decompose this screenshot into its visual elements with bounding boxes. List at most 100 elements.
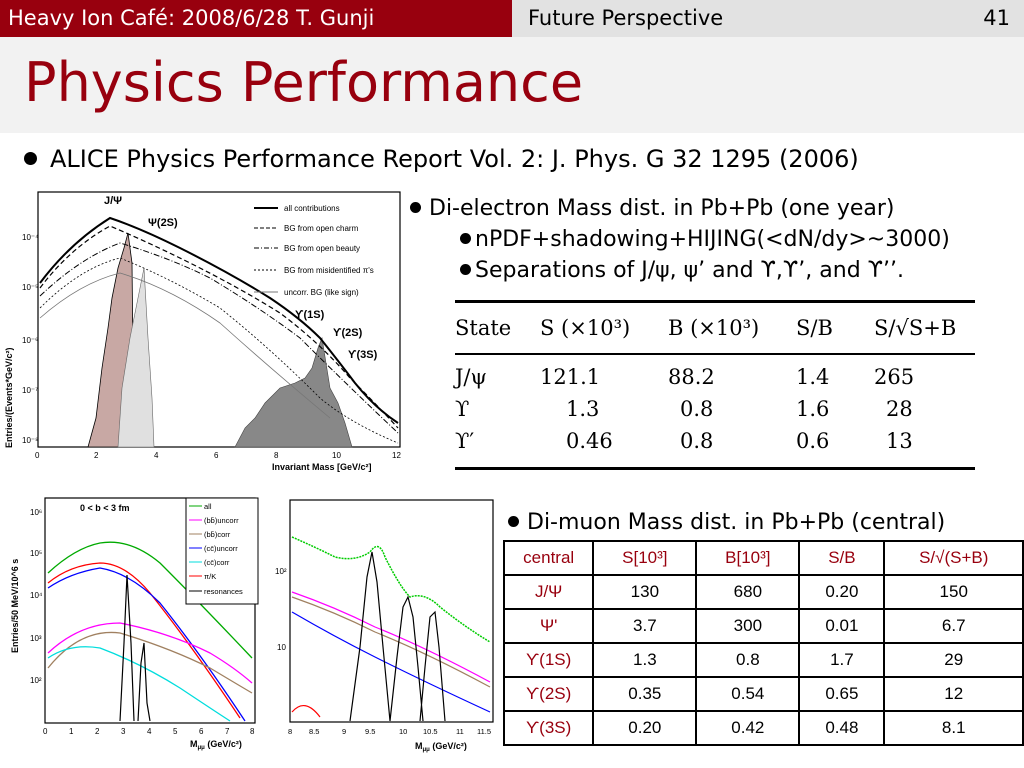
xtick: 6 — [199, 727, 204, 736]
bullet-dot-icon — [460, 232, 471, 244]
header-cell: B[10³] — [695, 540, 801, 576]
xtick: 12 — [392, 451, 401, 460]
table-cell: 0.20 — [798, 574, 886, 610]
ytick: 10² — [30, 676, 42, 685]
table-header-row: central S[10³] B[10³] S/B S/√(S+B) — [502, 540, 1024, 576]
bullet-dot-icon — [460, 263, 471, 275]
xtick: 8 — [250, 727, 255, 736]
table-header-row: State S (×10³) B (×10³) S/B S/√S+B — [455, 303, 975, 353]
table-cell: 121.1 — [540, 365, 601, 389]
impact-parameter-label: 0 < b < 3 fm — [80, 503, 130, 513]
dimuon-mass-svg: 0 < b < 3 fm all (bb̄)uncorr (bb̄)corr (… — [10, 497, 259, 751]
dimuon-upsilon-svg: 10² 10 8 8.5 9 9.5 10 10.5 11 11.5 Mμμ (… — [275, 499, 494, 753]
table-cell: ϒ — [455, 397, 470, 421]
xtick: 9 — [342, 727, 346, 736]
legend-all-contrib: all contributions — [284, 204, 340, 213]
table-cell: 0.8 — [695, 642, 801, 678]
xtick: 7 — [225, 727, 230, 736]
header-talk-info: Heavy Ion Café: 2008/6/28 T. Gunji — [0, 0, 512, 37]
ups2s-label: ϒ(2S) — [333, 327, 363, 339]
header-cell: State — [455, 316, 512, 340]
table-cell: 0.8 — [680, 429, 714, 453]
legend-open-charm: BG from open charm — [284, 224, 359, 233]
header-cell: central — [502, 540, 595, 576]
xtick: 10.5 — [423, 727, 438, 736]
ytick: 10⁻⁵ — [22, 283, 38, 292]
psi2s-label: Ψ(2S) — [148, 217, 178, 229]
table-cell: 0.48 — [798, 710, 886, 746]
table-top-rule — [455, 300, 975, 303]
table-cell: 1.3 — [566, 397, 600, 421]
table-cell: 1.4 — [796, 365, 830, 389]
legend-bb-uncorr: (bb̄)uncorr — [204, 516, 239, 525]
bullet-dot-icon — [410, 201, 421, 213]
legend-pi-k: π/K — [204, 572, 216, 581]
bullet-sub-npdf: nPDF+shadowing+HIJING(<dN/dy>~3000) — [460, 227, 950, 252]
table-cell: 265 — [874, 365, 915, 389]
table-cell: 0.6 — [796, 429, 830, 453]
bullet-dielectron: Di-electron Mass dist. in Pb+Pb (one yea… — [410, 196, 895, 221]
xtick: 10 — [399, 727, 407, 736]
ytick: 10⁻⁴ — [22, 233, 39, 242]
ytick: 10³ — [30, 634, 42, 643]
table-row: ϒ(1S) 1.3 0.8 1.7 29 — [502, 642, 1024, 678]
legend-misid: BG from misidentified π's — [284, 266, 374, 275]
table-cell: 0.01 — [798, 608, 886, 644]
header-cell: B (×10³) — [668, 316, 760, 340]
table-cell: 150 — [883, 574, 1024, 610]
ytick: 10⁵ — [30, 549, 42, 558]
table-cell: 1.7 — [798, 642, 886, 678]
header-section-bar: Future Perspective 41 — [512, 0, 1024, 37]
table-cell: 13 — [886, 429, 913, 453]
table-row: ϒ′ 0.46 0.8 0.6 13 — [455, 425, 975, 457]
table-cell: 0.8 — [680, 397, 714, 421]
table-cell: 0.46 — [566, 429, 613, 453]
bullet-sub-separations-text: Separations of J/ψ, ψ’ and ϒ,ϒ’, and ϒ’’… — [475, 258, 904, 283]
table-row: ϒ(3S) 0.20 0.42 0.48 8.1 — [502, 710, 1024, 746]
xtick: 9.5 — [365, 727, 375, 736]
table-row: ϒ 1.3 0.8 1.6 28 — [455, 393, 975, 425]
ytick: 10 — [277, 643, 286, 652]
xtick: 11.5 — [477, 727, 491, 736]
title-band — [0, 37, 1024, 133]
ytick: 10⁴ — [30, 591, 43, 600]
bullet-dimuon: Di-muon Mass dist. in Pb+Pb (central) — [508, 510, 945, 535]
legend-uncorr: uncorr. BG (like sign) — [284, 288, 359, 297]
dimuon-upsilon-plot: 10² 10 8 8.5 9 9.5 10 10.5 11 11.5 Mμμ (… — [275, 497, 500, 755]
bullet-main: ALICE Physics Performance Report Vol. 2:… — [24, 145, 859, 173]
xtick: 4 — [154, 451, 159, 460]
legend-cc-corr: (cc̄)corr — [204, 558, 230, 567]
table-cell: 88.2 — [668, 365, 715, 389]
table-row: J/ψ 121.1 88.2 1.4 265 — [455, 361, 975, 393]
xtick: 3 — [121, 727, 126, 736]
ups1s-label: ϒ(1S) — [295, 309, 325, 321]
table-cell: 6.7 — [883, 608, 1024, 644]
ytick: 10⁻⁷ — [22, 386, 38, 395]
xtick: 4 — [147, 727, 152, 736]
ups3s-label: ϒ(3S) — [348, 349, 378, 361]
table-cell: 0.20 — [592, 710, 698, 746]
ytick: 10⁶ — [30, 508, 42, 517]
legend-resonances: resonances — [204, 587, 243, 596]
row-label: Ψ' — [502, 608, 595, 644]
dielectron-mass-svg: J/Ψ Ψ(2S) ϒ(1S) ϒ(2S) ϒ(3S) all contribu… — [4, 191, 401, 472]
header-cell: S/B — [796, 316, 833, 340]
dimuon-legend: all (bb̄)uncorr (bb̄)corr (cc̄)uncorr (c… — [185, 497, 259, 605]
xtick: 8 — [288, 727, 292, 736]
ytick: 10⁻⁸ — [22, 436, 39, 445]
table-row: J/Ψ 130 680 0.20 150 — [502, 574, 1024, 610]
dielectron-legend: all contributions BG from open charm BG … — [254, 204, 374, 297]
table-cell: 28 — [886, 397, 913, 421]
legend-bb-corr: (bb̄)corr — [204, 530, 231, 539]
row-label: J/Ψ — [502, 574, 595, 610]
table-cell: 0.54 — [695, 676, 801, 712]
header-section-title: Future Perspective — [528, 6, 724, 30]
xtick: 0 — [43, 727, 48, 736]
bullet-main-text: ALICE Physics Performance Report Vol. 2:… — [50, 145, 859, 173]
table-cell: 1.6 — [796, 397, 830, 421]
legend-open-beauty: BG from open beauty — [284, 244, 360, 253]
xtick: 8 — [274, 451, 279, 460]
dielectron-mass-plot: J/Ψ Ψ(2S) ϒ(1S) ϒ(2S) ϒ(3S) all contribu… — [0, 188, 405, 473]
upsilon-xlabel: Mμμ (GeV/c²) — [415, 741, 467, 753]
table-cell: 0.65 — [798, 676, 886, 712]
